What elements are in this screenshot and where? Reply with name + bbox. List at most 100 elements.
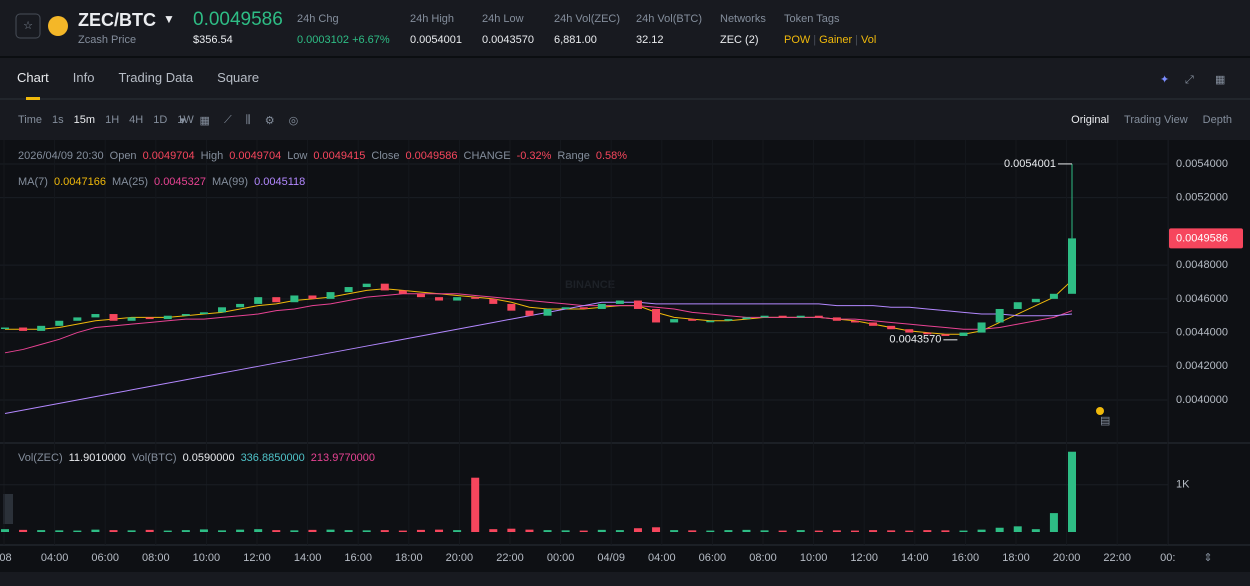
volume-bar bbox=[887, 530, 896, 532]
volume-bar bbox=[778, 530, 787, 532]
favorite-button[interactable] bbox=[15, 13, 41, 39]
view[interactable]: Depth bbox=[1202, 114, 1232, 126]
dropdown[interactable]: ▾ bbox=[180, 115, 186, 127]
tab-indicator bbox=[26, 97, 40, 100]
ma-line bbox=[4, 301, 1073, 415]
tool[interactable]: ⫼ bbox=[245, 114, 251, 126]
legend-value: -0.32% bbox=[516, 150, 552, 162]
vol-tick-label: 1K bbox=[1176, 479, 1190, 491]
x-tick-label: 18:00 bbox=[1002, 552, 1030, 564]
volume-bar bbox=[959, 530, 968, 532]
candle bbox=[724, 319, 733, 321]
stat-value: ZEC (2) bbox=[720, 34, 759, 46]
candle bbox=[1068, 238, 1076, 294]
pair[interactable]: ZEC/BTC bbox=[78, 10, 156, 30]
volume-bar bbox=[236, 529, 245, 532]
expand-icon[interactable]: ⤢ bbox=[1185, 74, 1194, 86]
high-label: 0.0054001 bbox=[1004, 158, 1056, 170]
volume-bar bbox=[199, 529, 208, 532]
candle bbox=[850, 320, 859, 323]
tool[interactable]: ⟋ bbox=[223, 114, 232, 126]
view[interactable]: Trading View bbox=[1124, 114, 1188, 126]
ma-name: MA(25) bbox=[111, 176, 149, 188]
volume-bar bbox=[380, 530, 389, 532]
candle bbox=[869, 322, 878, 326]
legend-label: CHANGE bbox=[463, 150, 511, 162]
sep: | bbox=[855, 34, 859, 46]
candle bbox=[1031, 298, 1040, 303]
tag[interactable]: POW bbox=[784, 34, 811, 46]
tag[interactable]: Vol bbox=[861, 34, 877, 46]
candle bbox=[145, 317, 154, 320]
tag[interactable]: Gainer bbox=[819, 34, 853, 46]
interval[interactable]: 1W bbox=[177, 114, 194, 126]
tab[interactable]: Info bbox=[72, 70, 95, 85]
pair-dropdown[interactable]: ▼ bbox=[163, 12, 175, 26]
candle bbox=[380, 283, 389, 291]
volume-bar bbox=[362, 530, 371, 532]
view[interactable]: Original bbox=[1071, 114, 1110, 126]
candle bbox=[416, 293, 425, 298]
stat-value: 0.0054001 bbox=[410, 34, 462, 46]
candle bbox=[163, 315, 172, 320]
x-tick-label: 18:00 bbox=[395, 552, 423, 564]
tab[interactable]: Square bbox=[217, 70, 260, 85]
interval[interactable]: 1H bbox=[105, 114, 120, 126]
interval[interactable]: 15m bbox=[73, 114, 96, 126]
legend-value: 0.0049415 bbox=[313, 150, 366, 162]
y-tick-label: 0.0054000 bbox=[1176, 158, 1228, 170]
x-tick-label: 16:00 bbox=[344, 552, 372, 564]
ohlc-legend: 2026/04/09 20:30 Open 0.0049704 High 0.00497… bbox=[18, 150, 627, 162]
scale-icon[interactable]: ⇕ bbox=[1203, 552, 1212, 564]
stat-label: 24h Vol(ZEC) bbox=[554, 13, 621, 25]
interval[interactable]: 1D bbox=[153, 114, 168, 126]
ma-value: 0.0047166 bbox=[53, 176, 106, 188]
candle bbox=[597, 303, 606, 309]
volume-bar bbox=[91, 529, 100, 532]
volume-bar bbox=[1068, 451, 1076, 532]
tool[interactable]: ▦ bbox=[199, 115, 210, 127]
interval[interactable]: 1s bbox=[52, 114, 64, 126]
tools: ▾ ▦ ⟋ ⫼ ⚙ ◎ bbox=[180, 114, 298, 127]
note-icon[interactable]: ▤ bbox=[1100, 415, 1110, 427]
candle bbox=[941, 334, 950, 336]
volume-bar bbox=[55, 530, 64, 532]
vol-value: 11.9010000 bbox=[68, 452, 126, 464]
legend-date: 2026/04/09 20:30 bbox=[18, 150, 104, 162]
candle bbox=[218, 307, 227, 313]
vol-value: 213.9770000 bbox=[310, 452, 376, 464]
tool[interactable]: ◎ bbox=[288, 115, 299, 127]
legend-label: High bbox=[200, 150, 224, 162]
candle bbox=[887, 325, 896, 330]
price-tag bbox=[1169, 228, 1243, 249]
layout-icon[interactable]: ▦ bbox=[1215, 74, 1225, 86]
tab[interactable]: Trading Data bbox=[118, 70, 194, 85]
legend-value: 0.58% bbox=[595, 150, 628, 162]
ma-value: 0.0045118 bbox=[254, 176, 306, 188]
interval[interactable]: 4H bbox=[129, 114, 144, 126]
y-tick-label: 0.0040000 bbox=[1176, 394, 1228, 406]
volume-bar bbox=[670, 530, 679, 532]
subtitle[interactable]: Zcash Price bbox=[78, 34, 137, 46]
volume-bar bbox=[73, 530, 82, 532]
tab[interactable]: Chart bbox=[17, 70, 49, 85]
ma-line bbox=[4, 293, 1073, 354]
interval[interactable]: Time bbox=[18, 114, 43, 126]
x-tick-label: 10:00 bbox=[193, 552, 221, 564]
volume-bar bbox=[1031, 529, 1040, 532]
collapse-handle[interactable] bbox=[3, 494, 13, 524]
volume-bar bbox=[290, 530, 299, 532]
volume-bar bbox=[471, 477, 480, 532]
x-tick-label: 12:00 bbox=[243, 552, 271, 564]
candle bbox=[55, 320, 64, 326]
tool[interactable]: ⚙ bbox=[264, 115, 275, 127]
candle bbox=[923, 332, 932, 335]
stat-label: 24h Low bbox=[482, 13, 524, 25]
ai-icon[interactable]: ✦ bbox=[1160, 74, 1169, 86]
candle bbox=[254, 297, 263, 304]
vol-value: 336.8850000 bbox=[240, 452, 305, 464]
low-label: 0.0043570 bbox=[889, 334, 941, 346]
candle bbox=[652, 308, 661, 323]
candle bbox=[489, 298, 498, 304]
volume-bar bbox=[543, 530, 552, 532]
